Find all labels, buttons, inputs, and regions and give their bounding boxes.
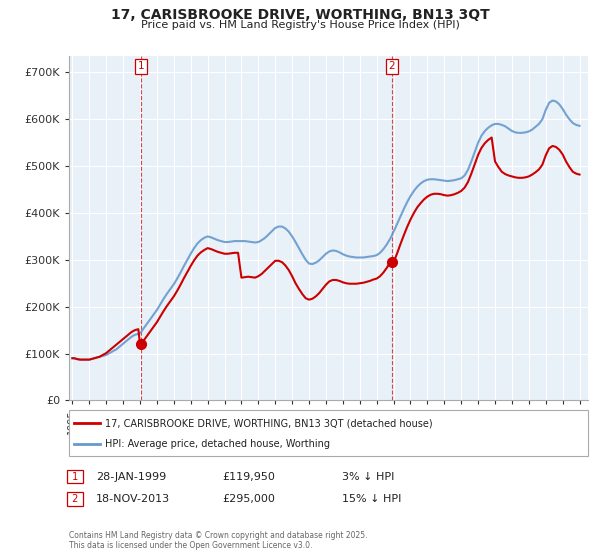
Text: £119,950: £119,950 [222,472,275,482]
Text: 2: 2 [69,494,82,504]
Text: HPI: Average price, detached house, Worthing: HPI: Average price, detached house, Wort… [106,438,331,449]
Text: £295,000: £295,000 [222,494,275,504]
Text: 28-JAN-1999: 28-JAN-1999 [96,472,166,482]
Text: 15% ↓ HPI: 15% ↓ HPI [342,494,401,504]
Text: 18-NOV-2013: 18-NOV-2013 [96,494,170,504]
Text: Contains HM Land Registry data © Crown copyright and database right 2025.
This d: Contains HM Land Registry data © Crown c… [69,531,367,550]
Text: 3% ↓ HPI: 3% ↓ HPI [342,472,394,482]
Text: Price paid vs. HM Land Registry's House Price Index (HPI): Price paid vs. HM Land Registry's House … [140,20,460,30]
Text: 1: 1 [69,472,82,482]
Text: 1: 1 [138,61,145,71]
Text: 17, CARISBROOKE DRIVE, WORTHING, BN13 3QT (detached house): 17, CARISBROOKE DRIVE, WORTHING, BN13 3Q… [106,418,433,428]
Text: 2: 2 [389,61,395,71]
Text: 17, CARISBROOKE DRIVE, WORTHING, BN13 3QT: 17, CARISBROOKE DRIVE, WORTHING, BN13 3Q… [110,8,490,22]
